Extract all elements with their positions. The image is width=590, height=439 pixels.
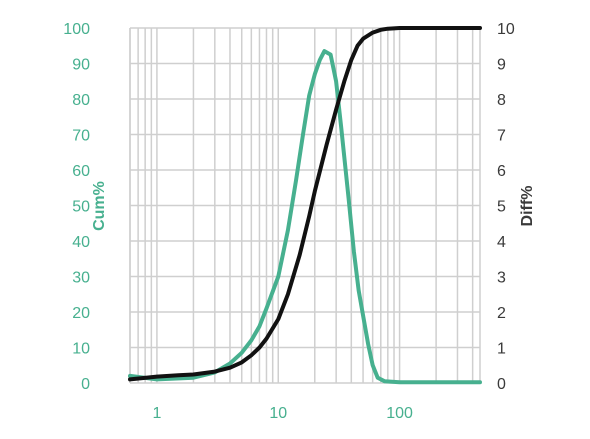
x-tick-label: 100 [386,405,413,422]
y-right-tick-label: 8 [497,92,506,109]
y-right-tick-label: 1 [497,341,506,358]
y-right-tick-label: 5 [497,199,506,216]
y-left-tick-label: 100 [63,21,90,38]
y-left-tick-label: 70 [72,128,90,145]
y-left-tick-label: 50 [72,199,90,216]
y-left-tick-label: 20 [72,305,90,322]
x-tick-label: 10 [269,405,287,422]
y-right-tick-label: 9 [497,57,506,74]
y-left-tick-label: 30 [72,270,90,287]
label-layer: 0 10 20 30 40 50 60 70 80 90 100 0 1 2 3 4 5 6 7 8 9 10 1 10 100… [63,21,536,422]
y-left-tick-label: 60 [72,163,90,180]
series-line-0 [128,49,482,385]
y-left-axis-title: Cum% [91,181,108,231]
y-right-tick-label: 10 [497,21,515,38]
y-right-tick-label: 2 [497,305,506,322]
y-left-tick-label: 90 [72,57,90,74]
y-right-tick-label: 0 [497,376,506,393]
y-right-tick-label: 4 [497,234,506,251]
y-left-tick-label: 0 [81,376,90,393]
y-left-tick-label: 10 [72,341,90,358]
x-tick-label: 1 [152,405,161,422]
y-right-axis-title: Diff% [519,186,536,227]
grid-layer [129,27,481,384]
y-left-tick-label: 40 [72,234,90,251]
y-right-tick-label: 7 [497,128,506,145]
y-left-tick-label: 80 [72,92,90,109]
y-right-tick-label: 3 [497,270,506,287]
series-layer [128,26,482,385]
series-line-1 [128,26,482,382]
y-right-tick-label: 6 [497,163,506,180]
